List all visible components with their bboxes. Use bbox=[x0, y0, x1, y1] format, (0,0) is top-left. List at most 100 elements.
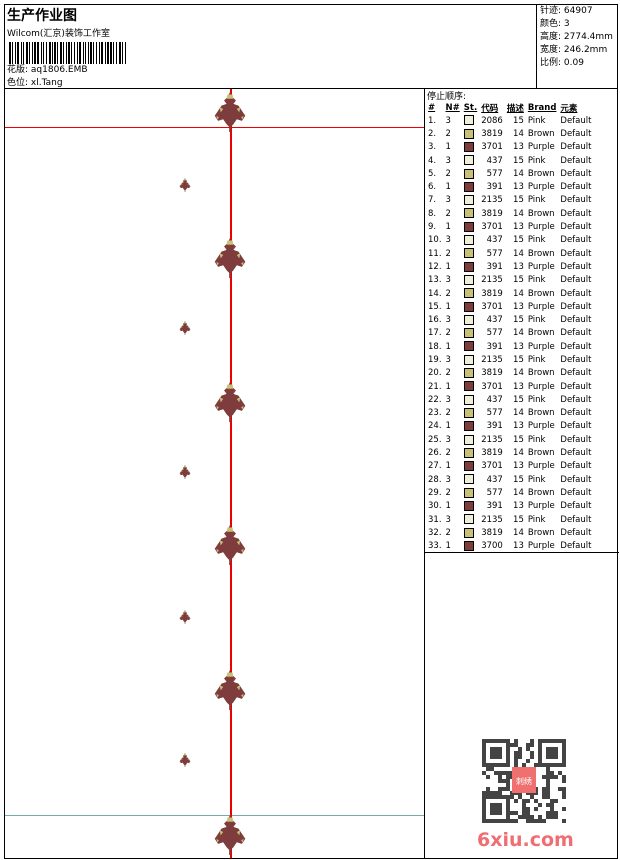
element bbox=[593, 220, 597, 233]
description: Brown bbox=[527, 248, 555, 259]
code: 15 bbox=[513, 275, 524, 286]
color-swatch bbox=[462, 367, 479, 380]
stitches: 391 bbox=[486, 182, 503, 193]
needle-number: 3 bbox=[445, 275, 451, 286]
large-motif bbox=[213, 525, 247, 566]
stitches: 2135 bbox=[481, 354, 503, 365]
code: 15 bbox=[513, 195, 524, 206]
code: 15 bbox=[513, 315, 524, 326]
needle-number: 1 bbox=[445, 461, 451, 472]
stitches: 577 bbox=[486, 408, 503, 419]
table-row: 10. 3 437 15 Pink Default bbox=[426, 234, 597, 247]
color-swatch bbox=[462, 380, 479, 393]
small-motif bbox=[179, 465, 191, 479]
needle-number: 2 bbox=[445, 487, 451, 498]
table-row: 4. 3 437 15 Pink Default bbox=[426, 154, 597, 167]
row-number: 15. bbox=[428, 301, 442, 312]
small-motif bbox=[179, 610, 191, 624]
color-swatch bbox=[462, 540, 479, 553]
table-row: 8. 2 3819 14 Brown Default bbox=[426, 207, 597, 220]
code: 14 bbox=[513, 168, 524, 179]
brand: Default bbox=[560, 182, 592, 193]
row-number: 8. bbox=[428, 208, 437, 219]
description: Purple bbox=[527, 421, 555, 432]
color-swatch bbox=[462, 274, 479, 287]
table-row: 13. 3 2135 15 Pink Default bbox=[426, 274, 597, 287]
code: 15 bbox=[513, 514, 524, 525]
table-row: 33. 1 3700 13 Purple Default bbox=[426, 540, 597, 553]
needle-number: 2 bbox=[445, 328, 451, 339]
large-motif bbox=[213, 815, 247, 856]
description: Pink bbox=[527, 115, 546, 126]
element bbox=[593, 300, 597, 313]
element bbox=[593, 420, 597, 433]
row-number: 3. bbox=[428, 142, 437, 153]
row-number: 22. bbox=[428, 394, 442, 405]
row-number: 12. bbox=[428, 261, 442, 272]
column-header: Brand bbox=[527, 102, 557, 113]
row-number: 2. bbox=[428, 128, 437, 139]
element bbox=[593, 407, 597, 420]
stitches: 577 bbox=[486, 248, 503, 259]
row-number: 10. bbox=[428, 235, 442, 246]
table-row: 24. 1 391 13 Purple Default bbox=[426, 420, 597, 433]
info-value: 3 bbox=[563, 19, 570, 29]
large-motif bbox=[213, 670, 247, 711]
element bbox=[593, 500, 597, 513]
color-swatch bbox=[462, 433, 479, 446]
element bbox=[593, 526, 597, 539]
brand: Default bbox=[560, 315, 592, 326]
stop-sequence-table: # N# St. 代码 描述 Brand 元素 1. 3 2086 15 Pink Default 2.… bbox=[426, 101, 597, 553]
table-row: 16. 3 437 15 Pink Default bbox=[426, 313, 597, 326]
brand: Default bbox=[560, 421, 592, 432]
code: 13 bbox=[513, 341, 524, 352]
stitches: 391 bbox=[486, 261, 503, 272]
row-number: 27. bbox=[428, 461, 442, 472]
design-label: 花版: bbox=[7, 65, 29, 75]
brand: Default bbox=[560, 328, 592, 339]
qr-code: 刺绣 bbox=[482, 739, 566, 823]
element bbox=[593, 340, 597, 353]
element bbox=[593, 313, 597, 326]
code: 15 bbox=[513, 434, 524, 445]
element bbox=[593, 540, 597, 553]
description: Pink bbox=[527, 155, 546, 166]
description: Purple bbox=[527, 461, 555, 472]
row-number: 14. bbox=[428, 288, 442, 299]
description: Pink bbox=[527, 394, 546, 405]
brand: Default bbox=[560, 448, 592, 459]
element bbox=[593, 260, 597, 273]
brand: Default bbox=[560, 541, 592, 552]
description: Pink bbox=[527, 354, 546, 365]
element bbox=[593, 114, 597, 127]
column-header: 元素 bbox=[560, 103, 578, 114]
element bbox=[593, 446, 597, 459]
stitches: 437 bbox=[486, 155, 503, 166]
color-swatch bbox=[462, 141, 479, 154]
needle-number: 3 bbox=[445, 115, 451, 126]
needle-number: 2 bbox=[445, 248, 451, 259]
row-number: 28. bbox=[428, 474, 442, 485]
description: Brown bbox=[527, 408, 555, 419]
color-swatch bbox=[462, 486, 479, 499]
description: Pink bbox=[527, 474, 546, 485]
stitches: 437 bbox=[486, 235, 503, 246]
row-number: 23. bbox=[428, 408, 442, 419]
code: 14 bbox=[513, 128, 524, 139]
small-motif bbox=[179, 178, 191, 192]
color-swatch bbox=[462, 260, 479, 273]
brand: Default bbox=[560, 222, 592, 233]
code: 13 bbox=[513, 501, 524, 512]
info-label: 颜色: bbox=[540, 19, 562, 29]
brand: Default bbox=[560, 301, 592, 312]
brand: Default bbox=[560, 394, 592, 405]
stitches: 3701 bbox=[481, 301, 503, 312]
needle-number: 2 bbox=[445, 128, 451, 139]
info-colors: 颜色: 3 bbox=[540, 18, 615, 31]
color-swatch bbox=[462, 340, 479, 353]
table-row: 14. 2 3819 14 Brown Default bbox=[426, 287, 597, 300]
element bbox=[593, 460, 597, 473]
row-number: 1. bbox=[428, 115, 437, 126]
element bbox=[593, 353, 597, 366]
table-row: 31. 3 2135 15 Pink Default bbox=[426, 513, 597, 526]
